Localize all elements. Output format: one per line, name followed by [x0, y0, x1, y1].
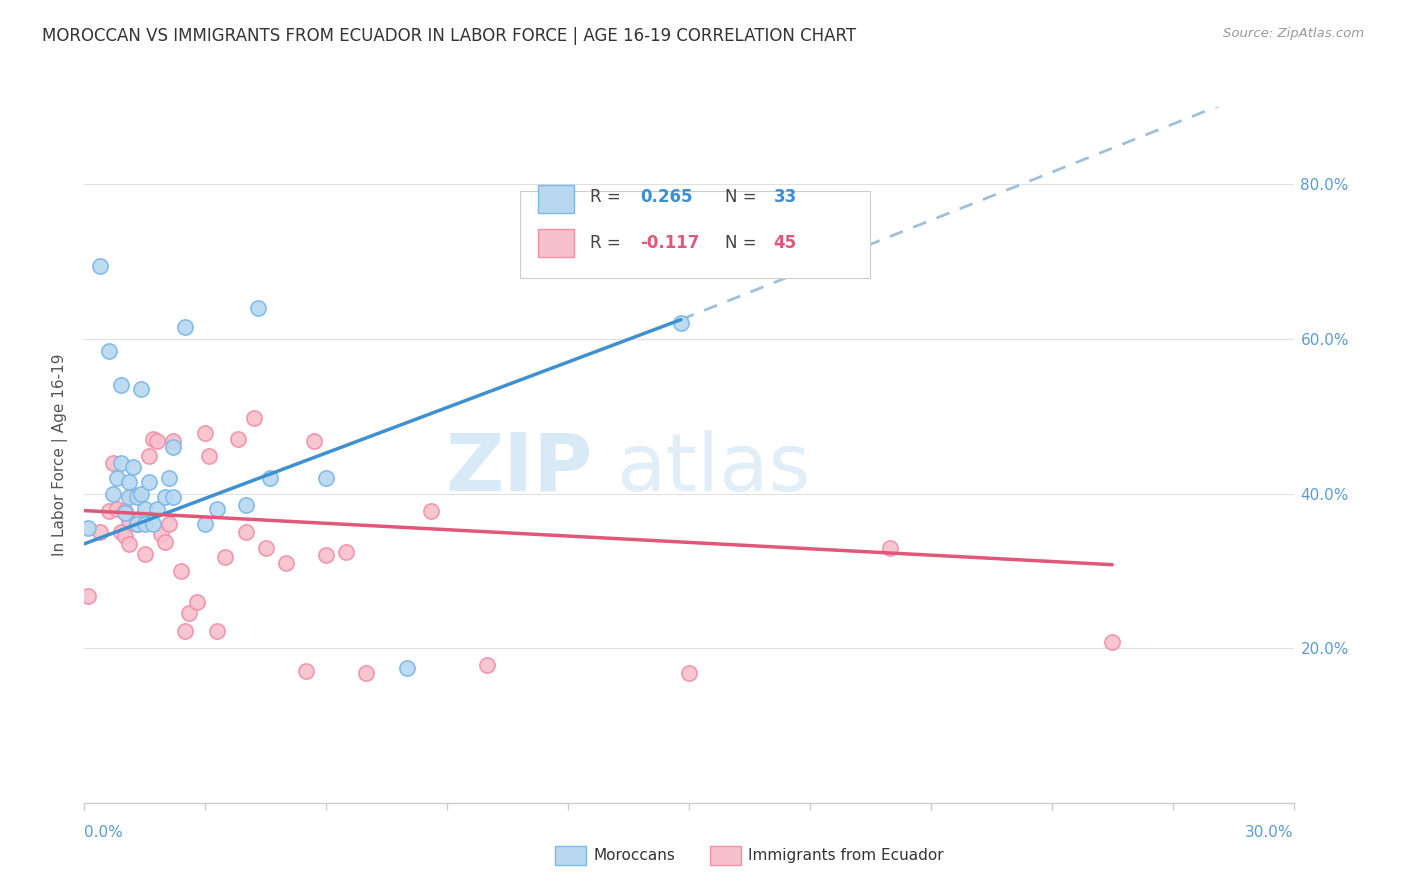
Text: Immigrants from Ecuador: Immigrants from Ecuador [748, 848, 943, 863]
Point [121, 459, 143, 474]
Point [315, 549, 337, 563]
Point [302, 434, 325, 448]
Text: R =: R = [589, 234, 626, 252]
Point [134, 517, 156, 532]
Point [114, 503, 136, 517]
Point [669, 317, 692, 331]
Point [207, 624, 229, 639]
Point [110, 456, 132, 470]
Point [170, 564, 193, 578]
Text: Source: ZipAtlas.com: Source: ZipAtlas.com [1223, 27, 1364, 40]
Point [149, 526, 172, 541]
Text: MOROCCAN VS IMMIGRANTS FROM ECUADOR IN LABOR FORCE | AGE 16-19 CORRELATION CHART: MOROCCAN VS IMMIGRANTS FROM ECUADOR IN L… [42, 27, 856, 45]
Point [174, 624, 197, 639]
Point [254, 541, 277, 555]
Point [110, 525, 132, 540]
Point [118, 475, 141, 489]
Point [207, 502, 229, 516]
Point [97, 503, 120, 517]
Point [142, 517, 165, 532]
Point [138, 475, 160, 489]
Point [477, 658, 499, 673]
Point [97, 343, 120, 358]
Point [295, 665, 318, 679]
Point [134, 502, 156, 516]
Point [179, 607, 201, 621]
Text: 0.265: 0.265 [641, 188, 693, 206]
FancyBboxPatch shape [538, 228, 574, 257]
Point [114, 529, 136, 543]
FancyBboxPatch shape [520, 191, 870, 277]
Text: 45: 45 [773, 234, 797, 252]
Point [89, 259, 111, 273]
Point [214, 549, 236, 564]
Point [246, 301, 269, 315]
Point [89, 525, 111, 540]
Point [274, 556, 297, 570]
Point [420, 503, 443, 517]
Point [118, 514, 141, 528]
Point [395, 660, 418, 674]
Text: N =: N = [725, 188, 762, 206]
Point [194, 517, 217, 532]
Point [146, 502, 169, 516]
Text: Moroccans: Moroccans [593, 848, 675, 863]
Point [118, 537, 141, 551]
Text: 30.0%: 30.0% [1246, 825, 1294, 840]
Point [101, 486, 124, 500]
Point [153, 534, 176, 549]
Point [125, 517, 148, 532]
Point [1101, 635, 1123, 649]
Point [198, 450, 221, 464]
Point [235, 498, 257, 512]
Point [114, 506, 136, 520]
Point [105, 471, 128, 485]
Text: 33: 33 [773, 188, 797, 206]
Point [194, 426, 217, 441]
Text: R =: R = [589, 188, 626, 206]
Point [186, 595, 208, 609]
Point [335, 544, 357, 558]
Point [129, 486, 152, 500]
Point [125, 517, 148, 532]
Point [129, 382, 152, 396]
Point [125, 491, 148, 505]
Point [125, 517, 148, 532]
Text: ZIP: ZIP [444, 430, 592, 508]
Point [235, 525, 257, 540]
Point [77, 589, 100, 603]
Point [259, 471, 281, 485]
Point [142, 433, 165, 447]
Point [77, 521, 100, 535]
Point [174, 320, 197, 334]
Point [162, 440, 184, 454]
Text: N =: N = [725, 234, 762, 252]
Point [315, 471, 337, 485]
Point [242, 410, 264, 425]
Point [134, 547, 156, 561]
Point [121, 488, 143, 502]
Point [157, 471, 180, 485]
Point [153, 491, 176, 505]
Y-axis label: In Labor Force | Age 16-19: In Labor Force | Age 16-19 [52, 353, 69, 557]
Point [879, 541, 901, 555]
Point [118, 491, 141, 505]
Point [162, 434, 184, 448]
Text: atlas: atlas [616, 430, 811, 508]
Point [157, 517, 180, 532]
Point [105, 502, 128, 516]
Point [162, 491, 184, 505]
Point [356, 665, 378, 680]
Point [678, 665, 700, 680]
Point [146, 434, 169, 448]
Point [226, 433, 249, 447]
Point [110, 378, 132, 392]
FancyBboxPatch shape [538, 185, 574, 213]
Point [138, 450, 160, 464]
Text: -0.117: -0.117 [641, 234, 700, 252]
Point [129, 511, 152, 525]
Text: 0.0%: 0.0% [84, 825, 124, 840]
Point [101, 456, 124, 470]
